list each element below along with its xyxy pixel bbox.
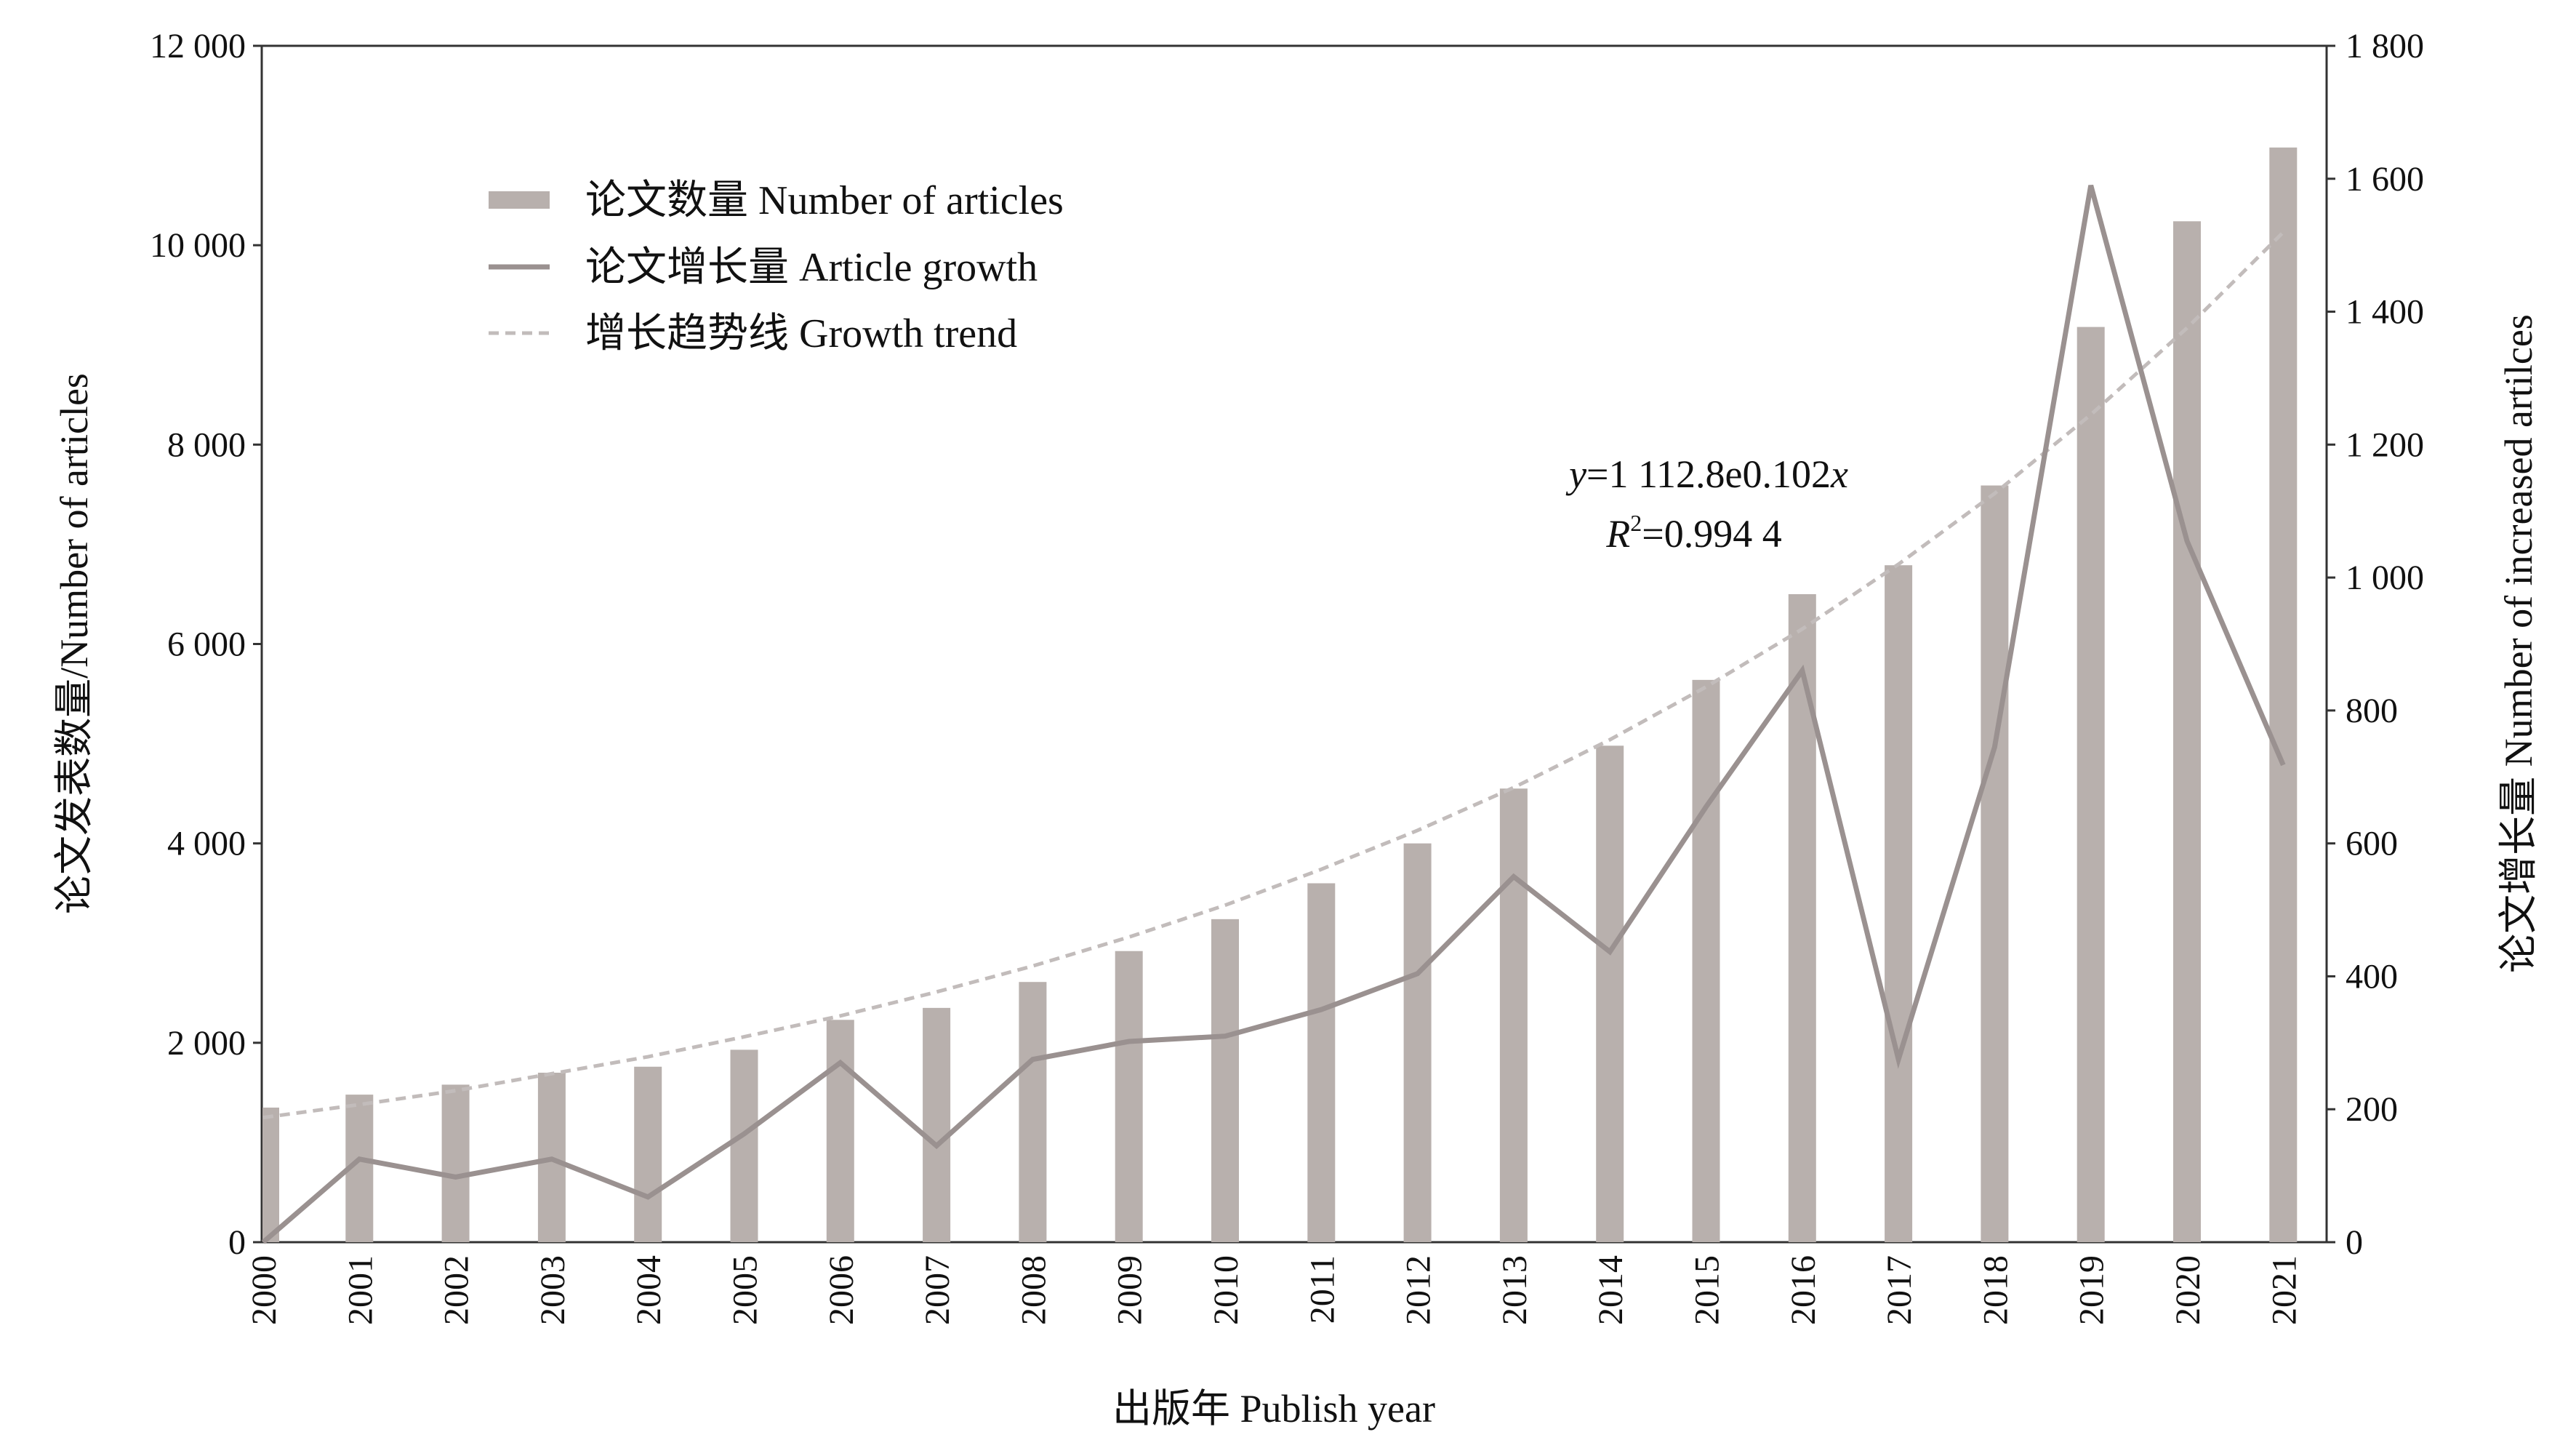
right-y-tick-labels: 0 200 400 600 800 1 000 1 200 1 400 1 600 1 800 bbox=[2327, 27, 2424, 1262]
bar-2006 bbox=[826, 1020, 854, 1242]
plot-frame bbox=[260, 44, 2328, 1244]
x-tick-labels: 2000 2001 2002 2003 2004 2005 2006 2007 2008 2009… bbox=[245, 1255, 2303, 1325]
x-tick-2012: 2012 bbox=[1400, 1255, 1438, 1325]
bar-2000 bbox=[262, 1107, 279, 1242]
x-tick-2014: 2014 bbox=[1592, 1255, 1630, 1325]
bar-2017 bbox=[1885, 565, 1913, 1242]
bar-2007 bbox=[923, 1007, 951, 1242]
left-tick-label: 2 000 bbox=[167, 1024, 246, 1063]
legend: 论文数量 Number of articles 论文增长量 Article gr… bbox=[489, 178, 1064, 356]
legend-label-growth: 论文增长量 Article growth bbox=[585, 245, 1038, 290]
bar-2018 bbox=[1981, 485, 2009, 1242]
trend-r-squared: R2=0.994 4 bbox=[1605, 510, 1781, 556]
right-tick-label: 200 bbox=[2346, 1090, 2398, 1129]
x-tick-2009: 2009 bbox=[1111, 1255, 1149, 1325]
bar-2004 bbox=[634, 1066, 662, 1242]
bar-2013 bbox=[1499, 788, 1528, 1242]
left-y-tick-labels: 0 2 000 4 000 6 000 8 000 10 000 12 000 bbox=[150, 27, 262, 1262]
x-tick-2021: 2021 bbox=[2265, 1255, 2303, 1325]
x-tick-2008: 2008 bbox=[1014, 1255, 1053, 1325]
right-tick-label: 1 200 bbox=[2346, 425, 2424, 464]
growth-trend-line bbox=[262, 231, 2285, 1120]
x-tick-2013: 2013 bbox=[1496, 1255, 1534, 1325]
bar-2008 bbox=[1019, 982, 1047, 1242]
right-y-axis-title: 论文增长量 Number of increased artilces bbox=[2497, 314, 2540, 973]
bar-2014 bbox=[1596, 745, 1624, 1242]
right-tick-label: 800 bbox=[2346, 692, 2398, 730]
legend-bar-swatch bbox=[489, 191, 550, 209]
x-tick-2007: 2007 bbox=[918, 1255, 957, 1325]
left-tick-label: 4 000 bbox=[167, 825, 246, 863]
trend-equation: y=1 112.8e0.102x bbox=[1565, 452, 1848, 496]
x-tick-2000: 2000 bbox=[245, 1255, 284, 1325]
x-tick-2002: 2002 bbox=[438, 1255, 476, 1325]
x-tick-2011: 2011 bbox=[1303, 1255, 1341, 1324]
x-tick-2004: 2004 bbox=[630, 1255, 668, 1325]
x-tick-2001: 2001 bbox=[341, 1255, 380, 1325]
trend-annotation: y=1 112.8e0.102x R2=0.994 4 bbox=[1565, 452, 1848, 556]
x-tick-2017: 2017 bbox=[1880, 1255, 1919, 1325]
left-tick-label: 12 000 bbox=[150, 27, 246, 65]
bar-2011 bbox=[1307, 883, 1336, 1242]
x-axis-title: 出版年 Publish year bbox=[1112, 1387, 1435, 1431]
bar-2019 bbox=[2077, 327, 2105, 1243]
bar-2016 bbox=[1788, 593, 1816, 1242]
left-tick-label: 8 000 bbox=[167, 425, 246, 464]
right-tick-label: 400 bbox=[2346, 957, 2398, 996]
right-tick-label: 1 800 bbox=[2346, 27, 2424, 65]
left-tick-label: 0 bbox=[228, 1223, 246, 1262]
bars-layer bbox=[262, 147, 2298, 1243]
left-tick-label: 10 000 bbox=[150, 226, 246, 265]
right-tick-label: 1 400 bbox=[2346, 293, 2424, 332]
bar-2012 bbox=[1403, 843, 1432, 1242]
right-tick-label: 600 bbox=[2346, 825, 2398, 863]
bar-2020 bbox=[2173, 221, 2201, 1243]
trendline-layer bbox=[262, 231, 2285, 1120]
x-tick-2018: 2018 bbox=[1976, 1255, 2015, 1325]
left-y-axis-title: 论文发表数量/Number of articles bbox=[52, 373, 96, 914]
x-tick-2006: 2006 bbox=[822, 1255, 861, 1325]
right-tick-label: 1 000 bbox=[2346, 559, 2424, 597]
x-tick-2015: 2015 bbox=[1688, 1255, 1727, 1325]
bar-2021 bbox=[2269, 147, 2298, 1243]
growth-line-layer bbox=[261, 185, 2286, 1244]
x-tick-2016: 2016 bbox=[1784, 1255, 1823, 1325]
legend-label-trend: 增长趋势线 Growth trend bbox=[585, 311, 1017, 356]
x-tick-2010: 2010 bbox=[1207, 1255, 1245, 1325]
x-tick-2005: 2005 bbox=[726, 1255, 765, 1325]
bar-2010 bbox=[1211, 919, 1239, 1242]
bar-2002 bbox=[441, 1084, 470, 1242]
bar-2005 bbox=[730, 1049, 758, 1242]
bar-2015 bbox=[1692, 679, 1720, 1242]
x-tick-2019: 2019 bbox=[2073, 1255, 2111, 1325]
right-tick-label: 0 bbox=[2346, 1223, 2363, 1262]
article-growth-line bbox=[261, 185, 2286, 1244]
left-tick-label: 6 000 bbox=[167, 625, 246, 664]
x-tick-2003: 2003 bbox=[534, 1255, 572, 1325]
x-tick-2020: 2020 bbox=[2169, 1255, 2207, 1325]
legend-label-articles: 论文数量 Number of articles bbox=[585, 178, 1064, 223]
bar-2009 bbox=[1115, 951, 1143, 1242]
right-tick-label: 1 600 bbox=[2346, 160, 2424, 199]
